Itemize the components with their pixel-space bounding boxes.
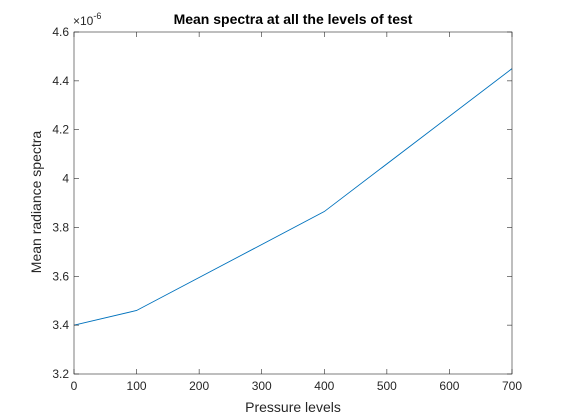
y-exponent-base: ×10: [73, 14, 94, 28]
y-tick-label: 4.4: [52, 74, 69, 88]
y-tick-label: 3.4: [52, 318, 69, 332]
plot-area: [74, 32, 512, 374]
x-tick-label: 200: [189, 379, 209, 393]
x-tick-label: 500: [377, 379, 397, 393]
y-tick-label: 4.6: [52, 25, 69, 39]
x-tick-label: 600: [439, 379, 459, 393]
y-tick-label: 3.2: [52, 367, 69, 381]
x-tick-label: 300: [252, 379, 272, 393]
y-exponent-label: ×10-6: [73, 11, 101, 28]
axes-layer: [73, 31, 513, 375]
x-axis-label: Pressure levels: [245, 399, 341, 415]
x-tick-label: 0: [71, 379, 78, 393]
y-tick-label: 4: [62, 172, 69, 186]
x-tick-label: 700: [502, 379, 522, 393]
series-layer: [73, 68, 513, 326]
y-tick-label: 3.6: [52, 269, 69, 283]
y-axis-label: Mean radiance spectra: [28, 131, 44, 274]
axes-box: [73, 31, 513, 375]
y-tick-label: 4.2: [52, 123, 69, 137]
y-exponent-power: -6: [93, 11, 101, 21]
chart-title: Mean spectra at all the levels of test: [174, 11, 413, 27]
series-line-0: [73, 68, 513, 326]
ticks-layer: 0 100 200 300 400 500 600 700 3.2 3.4 3.6 3.8 4 4.2 4.…: [52, 25, 522, 393]
x-tick-label: 100: [127, 379, 147, 393]
y-tick-label: 3.8: [52, 220, 69, 234]
x-tick-label: 400: [314, 379, 334, 393]
